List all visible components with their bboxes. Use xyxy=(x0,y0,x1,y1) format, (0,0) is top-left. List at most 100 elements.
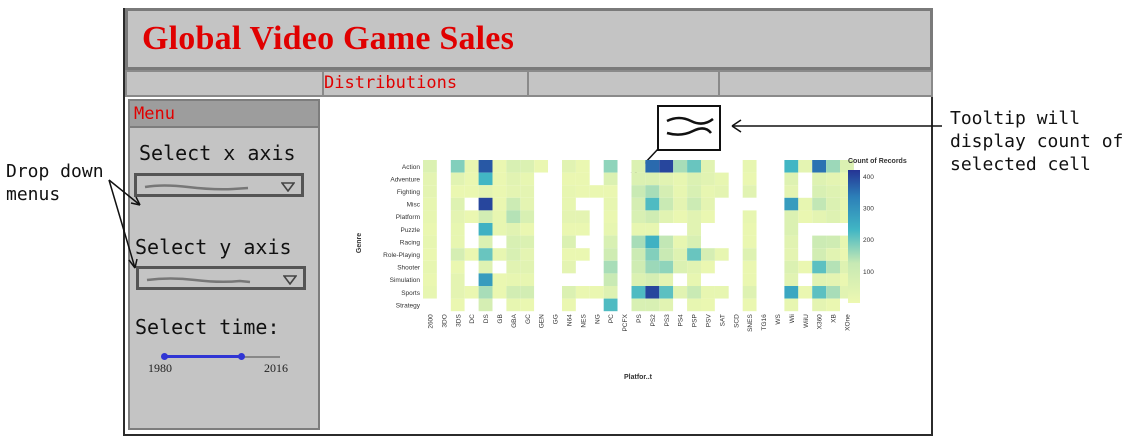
heatmap-cell[interactable] xyxy=(450,298,465,312)
heatmap-cell[interactable] xyxy=(826,286,840,299)
heatmap-cell[interactable] xyxy=(492,286,507,299)
heatmap-cell[interactable] xyxy=(603,286,618,299)
heatmap-cell[interactable] xyxy=(478,210,493,223)
heatmap-cell[interactable] xyxy=(812,210,827,223)
time-slider-start-handle[interactable] xyxy=(161,353,168,360)
heatmap-cell[interactable] xyxy=(548,248,562,261)
heatmap-cell[interactable] xyxy=(506,160,521,173)
heatmap-cell[interactable] xyxy=(742,298,757,312)
heatmap-cell[interactable] xyxy=(478,298,493,312)
heatmap-cell[interactable] xyxy=(742,197,757,211)
heatmap-cell[interactable] xyxy=(450,273,465,286)
heatmap-cell[interactable] xyxy=(645,273,660,286)
heatmap-cell[interactable] xyxy=(826,172,840,186)
heatmap-cell[interactable] xyxy=(784,185,799,198)
heatmap-cell[interactable] xyxy=(659,172,674,186)
heatmap-cell[interactable] xyxy=(603,185,618,198)
heatmap-cell[interactable] xyxy=(826,235,840,249)
heatmap-cell[interactable] xyxy=(450,160,465,173)
heatmap-cell[interactable] xyxy=(520,223,535,236)
heatmap-cell[interactable] xyxy=(742,260,757,274)
heatmap-cell[interactable] xyxy=(436,235,451,249)
heatmap-cell[interactable] xyxy=(423,210,437,223)
heatmap-cell[interactable] xyxy=(742,185,757,198)
heatmap-cell[interactable] xyxy=(534,172,549,186)
heatmap-cell[interactable] xyxy=(770,260,785,274)
heatmap-cell[interactable] xyxy=(450,172,465,186)
heatmap-cell[interactable] xyxy=(714,286,729,299)
heatmap-cell[interactable] xyxy=(450,223,465,236)
heatmap-cell[interactable] xyxy=(742,286,757,299)
heatmap-cell[interactable] xyxy=(506,235,521,249)
heatmap-cell[interactable] xyxy=(450,286,465,299)
heatmap-cell[interactable] xyxy=(756,172,771,186)
heatmap-cell[interactable] xyxy=(589,286,604,299)
heatmap-cell[interactable] xyxy=(423,160,437,173)
heatmap-cell[interactable] xyxy=(631,248,646,261)
heatmap-cell[interactable] xyxy=(450,235,465,249)
heatmap-cell[interactable] xyxy=(673,223,688,236)
heatmap-cell[interactable] xyxy=(673,248,688,261)
heatmap-cell[interactable] xyxy=(798,172,813,186)
heatmap-cell[interactable] xyxy=(548,223,562,236)
heatmap-cell[interactable] xyxy=(617,298,632,312)
heatmap-cell[interactable] xyxy=(812,160,827,173)
heatmap-cell[interactable] xyxy=(812,286,827,299)
heatmap-cell[interactable] xyxy=(548,172,562,186)
heatmap-cell[interactable] xyxy=(798,273,813,286)
heatmap-cell[interactable] xyxy=(756,210,771,223)
heatmap-cell[interactable] xyxy=(464,185,479,198)
heatmap-cell[interactable] xyxy=(450,185,465,198)
heatmap-cell[interactable] xyxy=(756,273,771,286)
heatmap-cell[interactable] xyxy=(492,248,507,261)
heatmap-cell[interactable] xyxy=(673,286,688,299)
heatmap-cell[interactable] xyxy=(826,197,840,211)
heatmap-cell[interactable] xyxy=(575,248,590,261)
heatmap-cell[interactable] xyxy=(673,172,688,186)
heatmap-cell[interactable] xyxy=(784,298,799,312)
heatmap-cell[interactable] xyxy=(617,235,632,249)
heatmap-cell[interactable] xyxy=(687,197,701,211)
heatmap-cell[interactable] xyxy=(492,160,507,173)
heatmap-cell[interactable] xyxy=(436,210,451,223)
heatmap-cell[interactable] xyxy=(728,260,743,274)
heatmap-cell[interactable] xyxy=(492,260,507,274)
heatmap-cell[interactable] xyxy=(770,172,785,186)
heatmap-cell[interactable] xyxy=(687,273,701,286)
heatmap-cell[interactable] xyxy=(575,298,590,312)
heatmap-cell[interactable] xyxy=(728,160,743,173)
heatmap-cell[interactable] xyxy=(798,223,813,236)
heatmap-cell[interactable] xyxy=(714,298,729,312)
heatmap-cell[interactable] xyxy=(756,185,771,198)
heatmap-cell[interactable] xyxy=(589,298,604,312)
heatmap-cell[interactable] xyxy=(770,160,785,173)
heatmap-cell[interactable] xyxy=(548,235,562,249)
heatmap-cell[interactable] xyxy=(562,273,576,286)
heatmap-cell[interactable] xyxy=(617,197,632,211)
heatmap-cell[interactable] xyxy=(575,197,590,211)
y-axis-dropdown[interactable] xyxy=(136,266,306,290)
heatmap-cell[interactable] xyxy=(423,172,437,186)
heatmap-cell[interactable] xyxy=(520,172,535,186)
heatmap-cell[interactable] xyxy=(520,260,535,274)
heatmap-cell[interactable] xyxy=(464,248,479,261)
heatmap-cell[interactable] xyxy=(603,210,618,223)
heatmap-cell[interactable] xyxy=(714,260,729,274)
heatmap-cell[interactable] xyxy=(770,185,785,198)
heatmap-cell[interactable] xyxy=(728,197,743,211)
heatmap-cell[interactable] xyxy=(589,248,604,261)
heatmap-cell[interactable] xyxy=(742,160,757,173)
heatmap-cell[interactable] xyxy=(812,260,827,274)
heatmap-cell[interactable] xyxy=(756,235,771,249)
heatmap-cell[interactable] xyxy=(798,235,813,249)
heatmap-cell[interactable] xyxy=(728,223,743,236)
heatmap-cell[interactable] xyxy=(798,210,813,223)
heatmap-cell[interactable] xyxy=(506,185,521,198)
heatmap-cell[interactable] xyxy=(436,273,451,286)
heatmap-cell[interactable] xyxy=(548,185,562,198)
heatmap-cell[interactable] xyxy=(631,260,646,274)
heatmap-cell[interactable] xyxy=(812,172,827,186)
heatmap-cell[interactable] xyxy=(548,273,562,286)
heatmap-cell[interactable] xyxy=(423,223,437,236)
heatmap-cell[interactable] xyxy=(798,298,813,312)
